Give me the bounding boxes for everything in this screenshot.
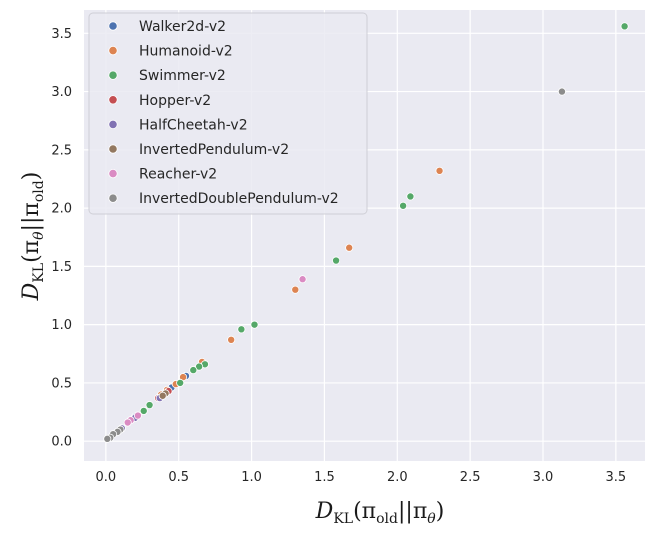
data-point — [189, 366, 198, 375]
data-point — [435, 166, 444, 175]
legend-item: InvertedDoublePendulum-v2 — [108, 191, 339, 207]
legend-label: Reacher-v2 — [139, 167, 217, 183]
legend-label: HalfCheetah-v2 — [139, 117, 248, 133]
legend-marker — [108, 95, 118, 105]
legend-marker — [108, 144, 118, 154]
y-tick-label: 0.5 — [51, 376, 72, 391]
series-inverteddoublependulum-v2 — [103, 87, 566, 443]
legend-label: Hopper-v2 — [139, 93, 211, 109]
x-tick-label: 0.0 — [96, 470, 117, 485]
legend-label: Humanoid-v2 — [139, 44, 233, 60]
legend-item: Walker2d-v2 — [108, 19, 226, 35]
legend: Walker2d-v2 Humanoid-v2 Swimmer-v2 Hopper-v… — [88, 12, 368, 215]
data-point — [103, 434, 112, 443]
svg-text:DKL(πθ||πold): DKL(πθ||πold) — [19, 172, 47, 302]
data-point — [406, 192, 415, 201]
data-point — [145, 401, 154, 410]
series-reacher-v2 — [123, 275, 307, 427]
legend-item: Reacher-v2 — [108, 167, 217, 183]
legend-marker — [108, 70, 118, 80]
y-tick-labels: 0.0 0.5 1.0 1.5 2.0 2.5 3.0 3.5 — [51, 27, 72, 450]
data-point — [250, 320, 259, 329]
legend-marker — [108, 193, 118, 203]
legend-entries: Walker2d-v2 Humanoid-v2 Swimmer-v2 Hopper-v… — [108, 19, 339, 207]
x-axis-label: DKL(πold||πθ) — [315, 499, 445, 527]
legend-label: Walker2d-v2 — [139, 19, 226, 35]
svg-text:DKL(πold||πθ): DKL(πold||πθ) — [315, 499, 445, 527]
y-tick-label: 3.0 — [51, 85, 72, 100]
series-invertedpendulum-v2 — [158, 389, 170, 400]
x-tick-label: 1.5 — [314, 470, 335, 485]
x-tick-labels: 0.0 0.5 1.0 1.5 2.0 2.5 3.0 3.5 — [96, 470, 627, 485]
series-swimmer-v2 — [139, 22, 629, 415]
data-point — [158, 391, 167, 400]
y-tick-label: 1.0 — [51, 318, 72, 333]
x-tick-label: 0.5 — [168, 470, 189, 485]
legend-item: Hopper-v2 — [108, 93, 211, 109]
y-tick-label: 2.5 — [51, 143, 72, 158]
data-point — [399, 201, 408, 210]
y-tick-label: 3.5 — [51, 27, 72, 42]
legend-marker — [108, 169, 118, 179]
x-tick-label: 2.0 — [387, 470, 408, 485]
x-tick-label: 2.5 — [460, 470, 481, 485]
legend-label: InvertedPendulum-v2 — [139, 142, 289, 158]
legend-marker — [108, 45, 118, 56]
data-point — [620, 22, 629, 31]
y-axis-label: DKL(πθ||πold) — [19, 172, 47, 302]
legend-label: Swimmer-v2 — [139, 68, 226, 84]
data-point — [332, 256, 341, 265]
legend-item: Humanoid-v2 — [108, 44, 233, 60]
legend-marker — [108, 21, 118, 31]
data-point — [176, 378, 185, 387]
x-tick-label: 3.5 — [606, 470, 627, 485]
data-point — [298, 275, 307, 284]
legend-marker — [108, 119, 118, 130]
y-tick-label: 0.0 — [51, 435, 72, 450]
legend-item: HalfCheetah-v2 — [108, 117, 248, 133]
data-point — [345, 243, 354, 252]
data-point — [139, 406, 148, 415]
x-tick-label: 1.0 — [241, 470, 262, 485]
data-point — [133, 411, 142, 420]
legend-label: InvertedDoublePendulum-v2 — [139, 191, 339, 207]
y-tick-label: 2.0 — [51, 202, 72, 217]
data-point — [237, 325, 246, 334]
legend-item: InvertedPendulum-v2 — [108, 142, 289, 158]
data-point — [557, 87, 566, 96]
legend-frame — [88, 12, 368, 215]
data-point — [123, 418, 132, 427]
data-point — [195, 362, 204, 371]
data-points — [103, 22, 629, 443]
y-tick-label: 1.5 — [51, 260, 72, 275]
legend-item: Swimmer-v2 — [108, 68, 226, 84]
data-point — [227, 335, 236, 344]
x-tick-label: 3.0 — [533, 470, 554, 485]
data-point — [291, 285, 300, 294]
